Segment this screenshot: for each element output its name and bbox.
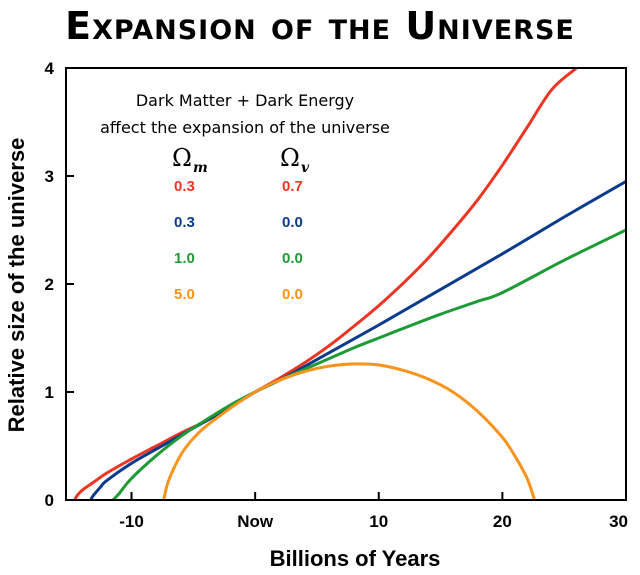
series-line-om50-ov00 — [162, 362, 536, 500]
legend-header-omega-m: Ω m — [172, 144, 208, 176]
legend-omega-v-value: 0.0 — [282, 286, 303, 303]
legend-omega-m-value: 5.0 — [174, 286, 195, 303]
legend-omega-v-value: 0.0 — [282, 214, 303, 231]
legend-values: 0.3 0.7 0.3 0.0 1.0 0.0 5.0 0.0 — [174, 178, 303, 303]
y-axis-label: Relative size of the universe — [4, 138, 29, 433]
series-curves — [73, 66, 626, 500]
series-line-om03-ov00 — [89, 180, 626, 500]
omega-subscript-v: v — [301, 160, 310, 176]
x-tick-label: Now — [237, 512, 274, 531]
legend-omega-m-value: 1.0 — [174, 250, 195, 267]
x-tick-label: 10 — [369, 512, 388, 531]
y-tick-label: 0 — [45, 491, 54, 510]
annotation-line-2: affect the expansion of the universe — [100, 118, 390, 137]
legend-header-omega-v: Ω v — [280, 144, 310, 176]
annotation-line-1: Dark Matter + Dark Energy — [136, 91, 354, 110]
y-tick-label: 2 — [45, 275, 54, 294]
series-line-om10-ov00 — [111, 228, 626, 500]
y-tick-label: 1 — [45, 383, 54, 402]
y-tick-label: 4 — [45, 59, 55, 78]
y-tick-label: 3 — [45, 167, 54, 186]
x-axis-label: Billions of Years — [270, 546, 441, 571]
x-tick-label: -10 — [119, 512, 144, 531]
legend-omega-m-value: 0.3 — [174, 214, 195, 231]
legend-omega-m-value: 0.3 — [174, 178, 195, 195]
omega-symbol: Ω — [280, 144, 300, 172]
legend-omega-v-value: 0.7 — [282, 178, 303, 195]
omega-symbol: Ω — [172, 144, 192, 172]
omega-subscript-m: m — [193, 160, 208, 176]
series-line-om03-ov07 — [73, 66, 578, 500]
legend-omega-v-value: 0.0 — [282, 250, 303, 267]
chart-title: Expansion of the Universe — [65, 4, 575, 48]
x-tick-label: 20 — [493, 512, 512, 531]
x-tick-label: 30 — [609, 512, 628, 531]
y-axis-ticks: 0 1 2 3 4 — [45, 59, 74, 510]
x-axis-ticks: -10 Now 10 20 30 — [119, 492, 628, 531]
